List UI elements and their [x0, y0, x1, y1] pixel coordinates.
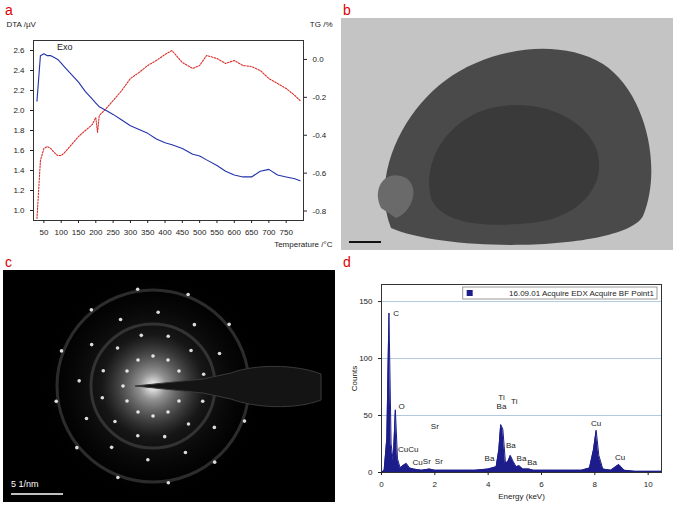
svg-text:DTA /µV: DTA /µV: [7, 20, 37, 29]
svg-text:Sr: Sr: [435, 457, 443, 466]
svg-text:1.2: 1.2: [13, 186, 25, 195]
svg-text:200: 200: [89, 228, 103, 237]
svg-text:Temperature /°C: Temperature /°C: [274, 240, 333, 249]
svg-text:6: 6: [539, 480, 544, 489]
svg-text:100: 100: [359, 354, 373, 363]
svg-text:0: 0: [368, 468, 373, 477]
svg-text:16.09.01 Acquire EDX Acquire B: 16.09.01 Acquire EDX Acquire BF Point1: [509, 289, 655, 298]
html-text:a: a: [5, 2, 13, 18]
svg-text:2.2: 2.2: [13, 86, 25, 95]
svg-text:1.8: 1.8: [13, 126, 25, 135]
svg-text:Cu: Cu: [615, 453, 625, 462]
svg-text:150: 150: [359, 297, 373, 306]
svg-text:Ba: Ba: [485, 454, 495, 463]
svg-text:500: 500: [193, 228, 207, 237]
svg-text:50: 50: [39, 228, 48, 237]
svg-text:5 1/nm: 5 1/nm: [11, 479, 39, 489]
svg-text:TG /%: TG /%: [310, 20, 333, 29]
svg-text:350: 350: [141, 228, 155, 237]
svg-text:Ti: Ti: [498, 393, 505, 402]
svg-text:-0.4: -0.4: [313, 131, 327, 140]
svg-text:50: 50: [364, 411, 373, 420]
svg-text:450: 450: [176, 228, 190, 237]
svg-text:8: 8: [593, 480, 598, 489]
svg-text:Sr: Sr: [423, 457, 431, 466]
svg-text:700: 700: [262, 228, 276, 237]
svg-text:150: 150: [72, 228, 86, 237]
svg-text:Ba: Ba: [497, 402, 507, 411]
html-text:c: c: [5, 254, 12, 270]
svg-text:Ba: Ba: [517, 454, 527, 463]
svg-text:Energy (keV): Energy (keV): [498, 492, 545, 501]
svg-text:-0.6: -0.6: [313, 169, 327, 178]
svg-text:CuCu: CuCu: [398, 445, 418, 454]
svg-text:550: 550: [210, 228, 224, 237]
svg-text:2.4: 2.4: [13, 66, 25, 75]
svg-text:Ti: Ti: [511, 397, 518, 406]
svg-text:600: 600: [228, 228, 242, 237]
svg-text:1.4: 1.4: [13, 166, 25, 175]
svg-text:750: 750: [280, 228, 294, 237]
svg-text:Exo: Exo: [57, 42, 73, 52]
svg-text:0.0: 0.0: [313, 55, 325, 64]
svg-text:650: 650: [245, 228, 259, 237]
svg-text:C: C: [393, 309, 399, 318]
svg-text:Counts: Counts: [350, 366, 359, 391]
svg-text:Cu: Cu: [412, 458, 422, 467]
svg-text:2.0: 2.0: [13, 106, 25, 115]
svg-text:Ba: Ba: [527, 458, 537, 467]
html-text:b: b: [343, 2, 351, 18]
svg-text:-0.2: -0.2: [313, 93, 327, 102]
svg-text:-0.8: -0.8: [313, 207, 327, 216]
svg-text:4: 4: [486, 480, 491, 489]
svg-text:10: 10: [644, 480, 653, 489]
html-text:d: d: [343, 254, 351, 270]
svg-text:Ba: Ba: [506, 441, 516, 450]
svg-text:100: 100: [55, 228, 69, 237]
svg-text:300: 300: [124, 228, 138, 237]
svg-text:Cu: Cu: [591, 419, 601, 428]
svg-text:O: O: [398, 402, 404, 411]
svg-text:400: 400: [158, 228, 172, 237]
svg-text:1.0: 1.0: [13, 206, 25, 215]
svg-text:2: 2: [433, 480, 438, 489]
svg-text:Sr: Sr: [431, 422, 439, 431]
svg-text:1.6: 1.6: [13, 146, 25, 155]
svg-text:250: 250: [106, 228, 120, 237]
svg-text:2.6: 2.6: [13, 46, 25, 55]
svg-text:0: 0: [379, 480, 384, 489]
